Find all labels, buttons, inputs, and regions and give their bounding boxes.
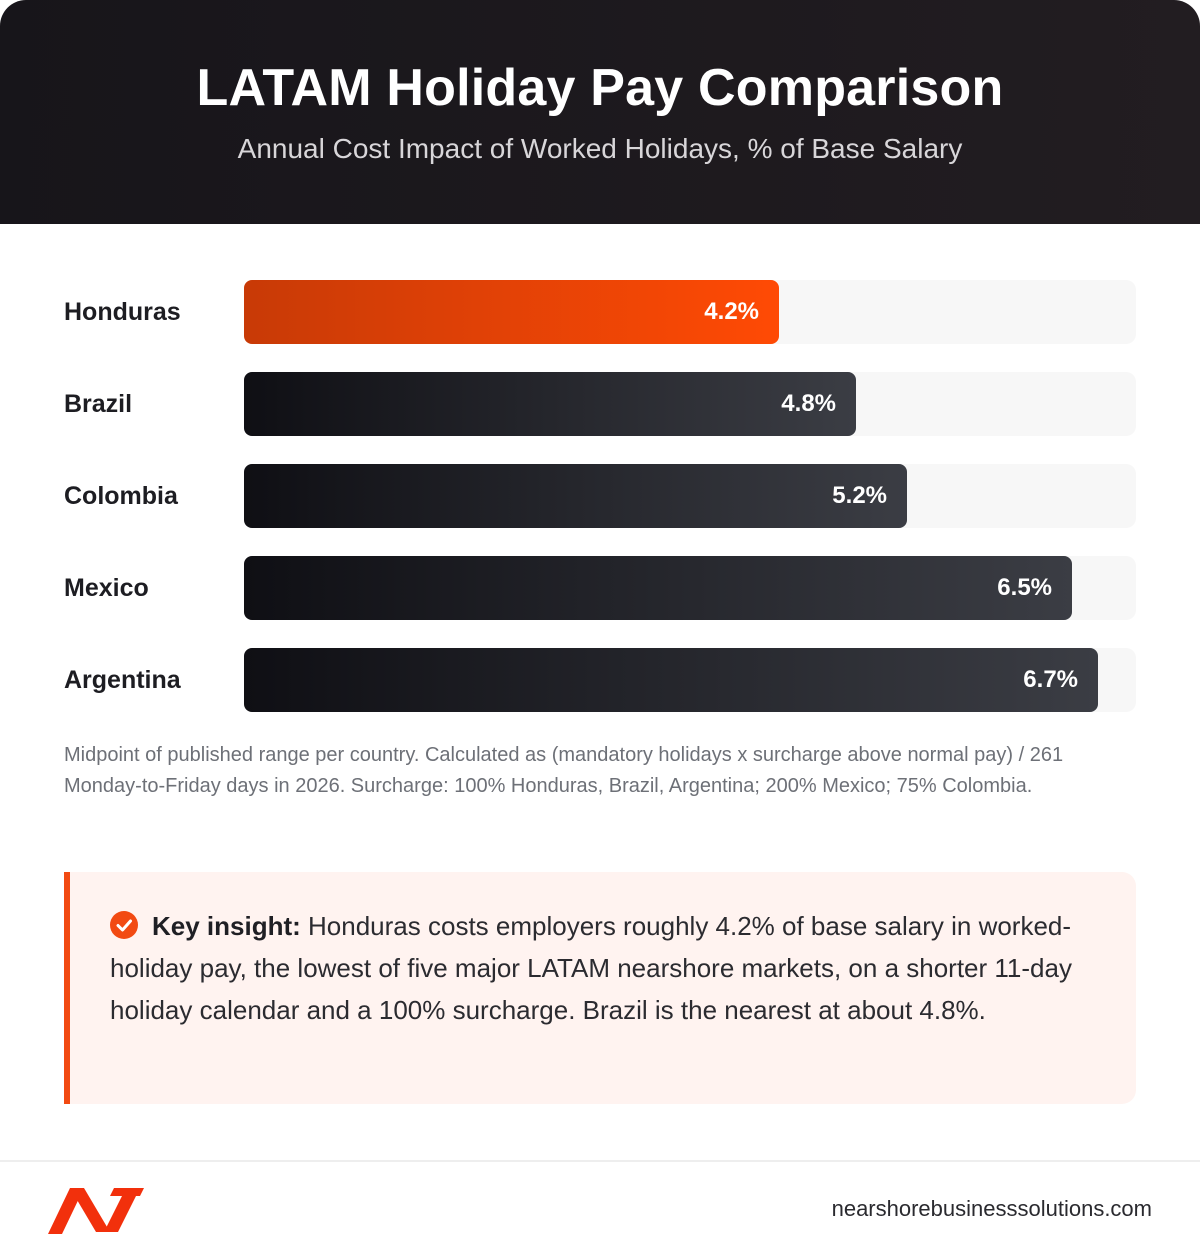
bar-colombia: 5.2% [244,464,907,528]
bar-value-label: 6.5% [997,574,1052,601]
bar-label-mexico: Mexico [64,574,149,602]
bar-value-label: 6.7% [1023,666,1078,693]
bar-value-label: 5.2% [832,482,887,509]
page-subtitle: Annual Cost Impact of Worked Holidays, %… [237,133,963,164]
footer-divider [0,1160,1200,1162]
bar-label-brazil: Brazil [64,390,133,418]
insight-text: Honduras costs employers roughly 4.2% of… [110,911,1072,1025]
bar-label-argentina: Argentina [64,666,181,694]
bar-argentina: 6.7% [244,648,1098,712]
page-title: LATAM Holiday Pay Comparison [196,59,1004,117]
bar-mexico: 6.5% [244,556,1072,620]
bar-chart: Honduras 4.2% Brazil 4.8% Colombia 5.2% Mexico… [64,280,1098,712]
bar-value-label: 4.8% [781,390,836,417]
insight-label: Key insight: [152,911,301,941]
methodology-note: Midpoint of published range per country.… [64,744,1064,797]
bar-brazil: 4.8% [244,372,856,436]
bar-label-honduras: Honduras [64,298,181,326]
bar-honduras: 4.2% [244,280,779,344]
key-insight-box: Key insight: Honduras costs employers ro… [64,872,1136,1104]
header-banner: LATAM Holiday Pay Comparison Annual Cost… [0,0,1200,224]
bar-label-colombia: Colombia [64,482,178,510]
brand-logo-icon [48,1188,144,1234]
bar-value-label: 4.2% [704,298,759,325]
check-circle-icon [110,911,138,939]
website-link[interactable]: nearshorebusinesssolutions.com [831,1196,1152,1221]
